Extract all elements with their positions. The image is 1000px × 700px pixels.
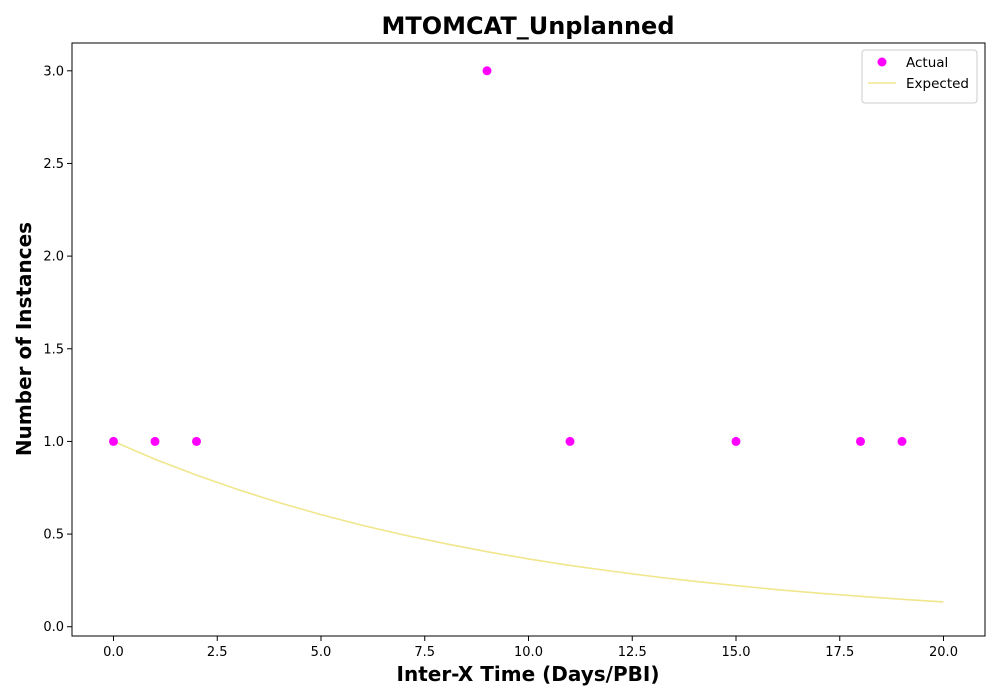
actual-point (565, 436, 575, 446)
plot-frame (71, 42, 986, 637)
y-tick-label: 3.0 (43, 64, 64, 79)
y-tick-label: 1.0 (43, 435, 64, 450)
legend: Actual Expected (861, 49, 978, 104)
legend-label: Actual (906, 55, 948, 71)
y-tick-label: 2.5 (43, 157, 64, 172)
x-tick-label: 20.0 (929, 645, 958, 660)
actual-point (856, 436, 865, 446)
x-tick-label: 12.5 (618, 645, 647, 660)
y-tick-label: 1.5 (43, 342, 64, 357)
x-tick-label: 10.0 (514, 645, 543, 660)
x-tick-label: 0.0 (103, 645, 124, 660)
x-tick-label: 7.5 (414, 645, 435, 660)
legend-box (861, 49, 978, 104)
x-tick-label: 17.5 (825, 645, 854, 660)
y-tick-label: 0.5 (43, 528, 64, 543)
actual-point (731, 436, 741, 446)
plot-area: 0.0 2.5 5.0 7.5 10.0 12.5 15.0 17.5 20.0 0.0 0.5 1.… (43, 42, 986, 660)
y-axis-label: Number of Instances (12, 222, 36, 456)
actual-point (109, 436, 118, 446)
x-axis-label: Inter-X Time (Days/PBI) (397, 662, 660, 686)
x-tick-label: 5.0 (311, 645, 332, 660)
y-tick-label: 0.0 (43, 620, 64, 635)
y-tick-label: 2.0 (43, 250, 64, 265)
x-tick-label: 15.0 (722, 645, 751, 660)
actual-point (150, 436, 160, 446)
legend-marker-actual (877, 57, 887, 67)
x-tick-label: 2.5 (207, 645, 228, 660)
expected-line (113, 440, 944, 603)
legend-label: Expected (906, 76, 969, 92)
actual-point (897, 436, 907, 446)
actual-point (482, 66, 492, 76)
chart-title: MTOMCAT_Unplanned (381, 12, 674, 40)
actual-point (192, 436, 201, 446)
